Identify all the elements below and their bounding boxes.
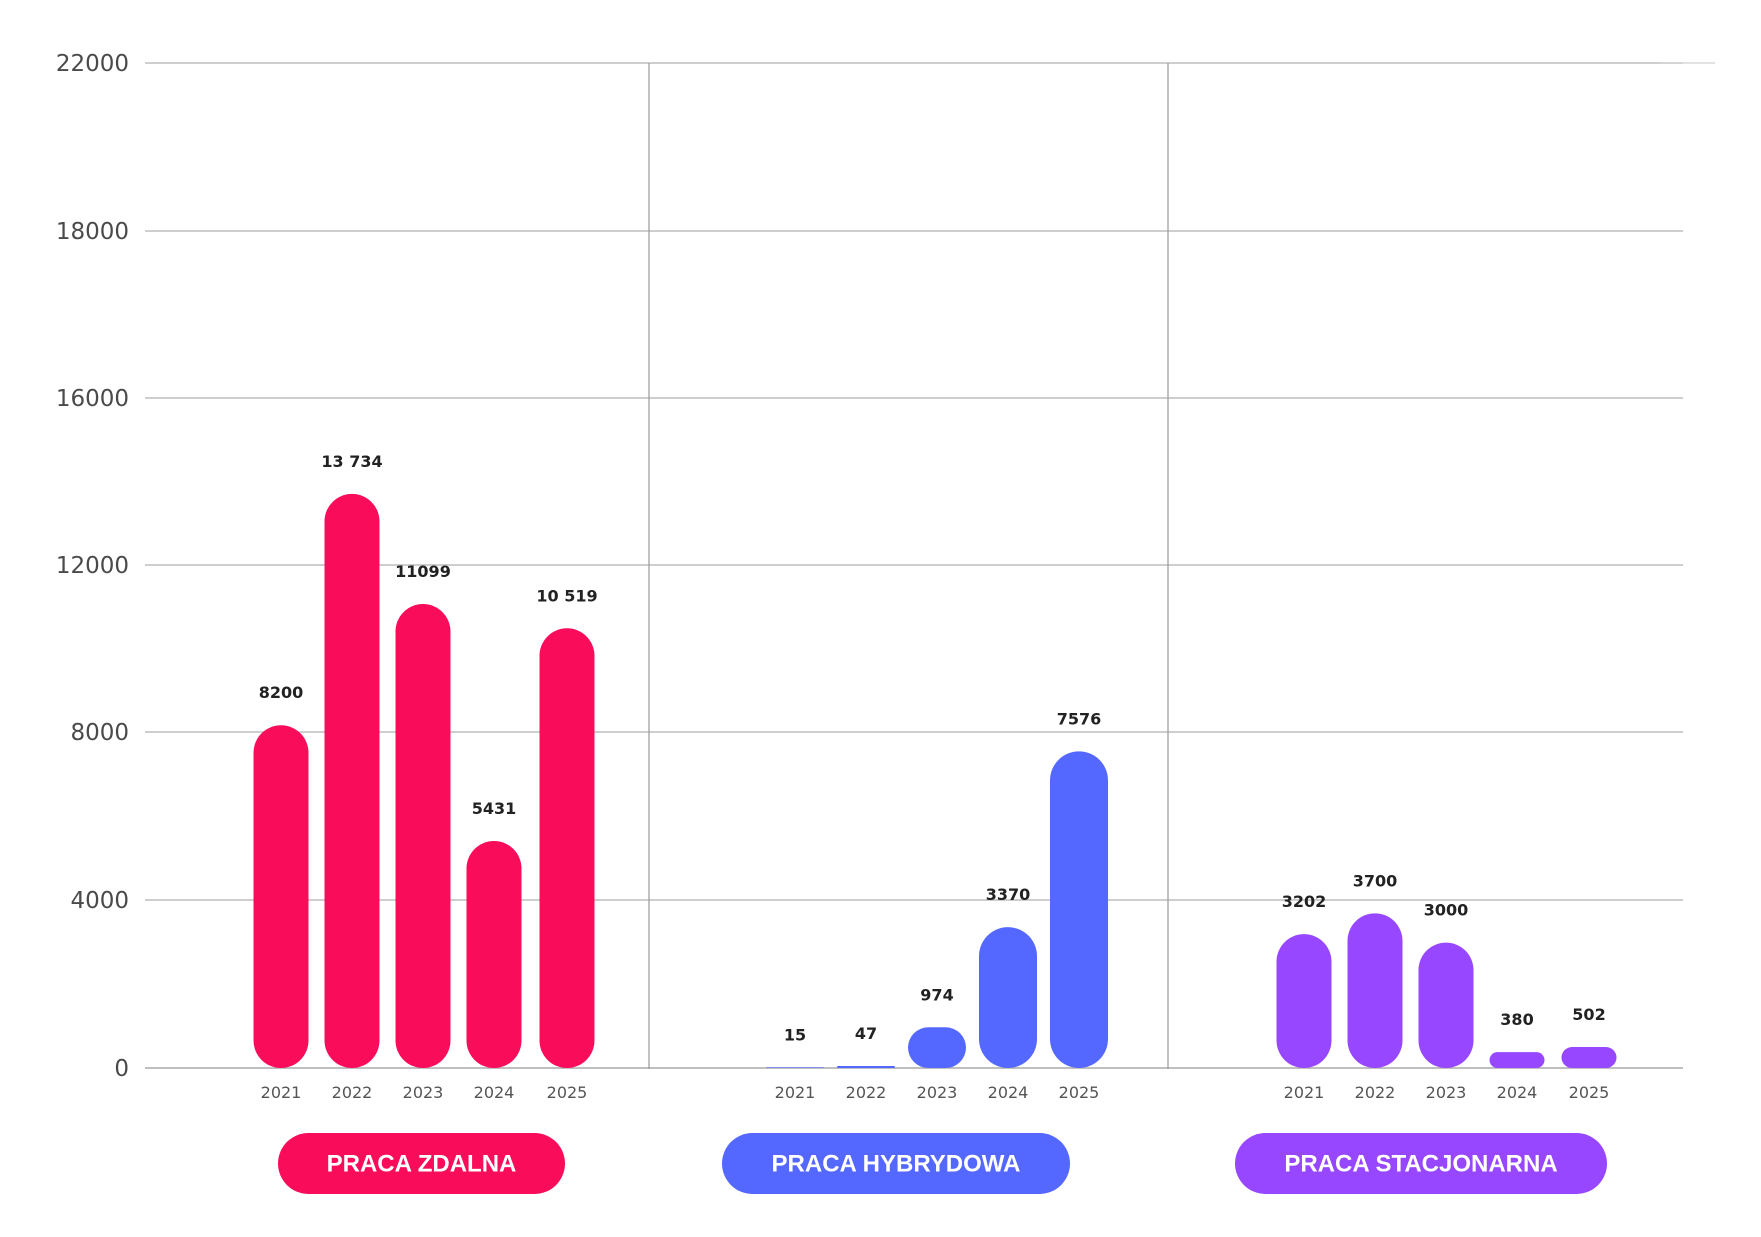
- y-tick-label: 8000: [70, 720, 129, 746]
- bar: [1489, 1052, 1545, 1068]
- bar: [1418, 942, 1474, 1068]
- data-label: 47: [855, 1024, 877, 1043]
- data-label: 8200: [259, 683, 304, 702]
- x-tick-label: 2024: [474, 1083, 515, 1102]
- x-tick-label: 2024: [1497, 1083, 1538, 1102]
- x-tick-label: 2025: [1569, 1083, 1610, 1102]
- bar: [837, 1066, 895, 1068]
- bar: [979, 927, 1037, 1068]
- legend-pill: [1235, 1133, 1607, 1194]
- bar: [1347, 913, 1403, 1068]
- data-label: 15: [784, 1025, 806, 1044]
- bar: [1050, 751, 1108, 1068]
- bar: [1561, 1047, 1617, 1068]
- data-label: 11099: [395, 562, 451, 581]
- legend-label: PRACA ZDALNA: [327, 1151, 517, 1178]
- data-label: 974: [920, 985, 953, 1004]
- x-tick-label: 2021: [1284, 1083, 1325, 1102]
- data-label: 5431: [472, 799, 517, 818]
- x-axis-ticks: 2021 2022 2023 2024 2025 2021 2022 2023 2024 2025…: [261, 1083, 1610, 1102]
- data-labels: 8200 13 734 11099 5431 10 519 15 47 974 3370 7576…: [259, 452, 1606, 1044]
- x-tick-label: 2021: [775, 1083, 816, 1102]
- grid-lines: [145, 62, 1715, 1069]
- bars: [253, 493, 1617, 1068]
- y-tick-label: 16000: [56, 386, 129, 412]
- x-tick-label: 2022: [846, 1083, 887, 1102]
- y-tick-label: 4000: [70, 888, 129, 914]
- y-tick-label: 12000: [56, 553, 129, 579]
- data-label: 3700: [1353, 871, 1398, 890]
- bar: [539, 628, 595, 1068]
- data-label: 380: [1500, 1010, 1533, 1029]
- legend-label: PRACA HYBRYDOWA: [772, 1151, 1021, 1178]
- x-tick-label: 2022: [332, 1083, 373, 1102]
- bar: [908, 1027, 966, 1068]
- data-label: 7576: [1057, 709, 1102, 728]
- data-label: 502: [1572, 1005, 1605, 1024]
- data-label: 10 519: [536, 586, 597, 605]
- bar: [766, 1067, 824, 1068]
- legend-label: PRACA STACJONARNA: [1284, 1151, 1557, 1178]
- group-legend: PRACA ZDALNA PRACA HYBRYDOWA PRACA STACJON…: [278, 1133, 1607, 1194]
- y-tick-label: 0: [114, 1056, 129, 1082]
- x-tick-label: 2025: [547, 1083, 588, 1102]
- data-label: 3000: [1424, 901, 1469, 920]
- bar: [253, 725, 309, 1068]
- x-tick-label: 2025: [1059, 1083, 1100, 1102]
- bar: [395, 604, 451, 1068]
- legend-pill: [722, 1133, 1070, 1194]
- x-tick-label: 2022: [1355, 1083, 1396, 1102]
- x-tick-label: 2023: [1426, 1083, 1467, 1102]
- legend-pill: [278, 1133, 565, 1194]
- x-tick-label: 2024: [988, 1083, 1029, 1102]
- x-tick-label: 2021: [261, 1083, 302, 1102]
- y-tick-label: 22000: [56, 51, 129, 77]
- y-axis-ticks: 0 4000 8000 12000 16000 18000 22000: [56, 51, 129, 1082]
- bar: [324, 493, 380, 1068]
- bar: [466, 840, 522, 1068]
- data-label: 13 734: [321, 452, 382, 471]
- data-label: 3370: [986, 885, 1031, 904]
- x-tick-label: 2023: [917, 1083, 958, 1102]
- y-tick-label: 18000: [56, 219, 129, 245]
- data-label: 3202: [1282, 892, 1327, 911]
- x-tick-label: 2023: [403, 1083, 444, 1102]
- bar: [1276, 934, 1332, 1068]
